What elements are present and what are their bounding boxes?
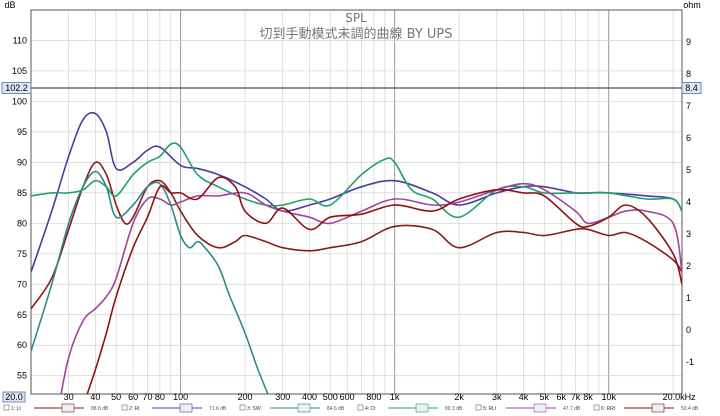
x-tick-label: 3k (492, 392, 502, 402)
cursor-left-value: 102.2 (5, 83, 28, 93)
x-tick-label: 60 (128, 392, 138, 402)
y-tick-label: 100 (12, 96, 27, 106)
legend-checkbox (239, 404, 246, 411)
legend-item: 1: Lt 88.8 dB (3, 403, 109, 413)
legend-name: 4: Ct (365, 406, 376, 412)
cursor-right-value: 8.4 (685, 83, 698, 93)
x-tick-label: 6k (556, 392, 566, 402)
x-tick-label: 300 (275, 392, 290, 402)
legend-item: 2: Rt 71.6 dB (121, 403, 227, 413)
x-start-readout: 20.0 (2, 391, 26, 403)
cursor-left-readout: 102.2 (1, 82, 32, 94)
y2-tick-label: 1 (686, 293, 691, 303)
chart-title: SPL (345, 11, 367, 25)
y-tick-label: 75 (17, 249, 27, 259)
series-line-4 (31, 142, 682, 219)
y2-axis-ticks: -1 0 1 2 3 4 5 6 7 8 9 (686, 37, 694, 367)
x-tick-label: 20.0kHz (663, 392, 697, 402)
y2-tick-label: 3 (686, 229, 691, 239)
legend-marker (297, 403, 311, 413)
y2-tick-label: 2 (686, 261, 691, 271)
legend-checkbox (3, 404, 10, 411)
y2-tick-label: 6 (686, 133, 691, 143)
cursor-right-readout: 8.4 (681, 82, 702, 94)
legend-value: 71.6 dB (209, 406, 227, 412)
legend-checkbox (121, 404, 128, 411)
legend-checkbox (357, 404, 364, 411)
y2-tick-label: 5 (686, 165, 691, 175)
x-tick-label: 800 (366, 392, 381, 402)
x-tick-label: 100 (173, 392, 188, 402)
chart-subtitle: 切到手動模式未調的曲線 BY UPS (259, 26, 452, 42)
y2-tick-label: 0 (686, 325, 691, 335)
legend-marker (651, 403, 665, 413)
x-tick-label: 30 (64, 392, 74, 402)
legend-value: 47.7 dB (563, 406, 581, 412)
series-line-6 (86, 176, 682, 394)
x-tick-label: 70 (142, 392, 152, 402)
legend-item: 6: RRt 50.4 dB (593, 403, 699, 413)
x-tick-label: 500 (323, 392, 338, 402)
x-tick-label: 8k (583, 392, 593, 402)
legend-item: 4: Ct 89.3 dB (357, 403, 463, 413)
x-tick-label: 200 (238, 392, 253, 402)
y-tick-label: 65 (17, 310, 27, 320)
y-tick-label: 55 (17, 371, 27, 381)
legend: 1: Lt 88.8 dB 2: Rt 71.6 dB 3: SW 84.6 dB 4: C… (3, 403, 699, 413)
x-tick-label: 2k (454, 392, 464, 402)
legend-name: 6: RRt (601, 406, 616, 412)
legend-checkbox (593, 404, 600, 411)
y-tick-label: 105 (12, 66, 27, 76)
series-line-5 (60, 182, 682, 394)
legend-value: 84.6 dB (327, 406, 345, 412)
legend-marker (533, 403, 547, 413)
x-tick-label: 7k (571, 392, 581, 402)
x-tick-label: 40 (90, 392, 100, 402)
legend-item: 3: SW 84.6 dB (239, 403, 345, 413)
x-tick-label: 10k (601, 392, 616, 402)
y-tick-label: 85 (17, 188, 27, 198)
legend-value: 88.8 dB (91, 406, 109, 412)
y2-tick-label: 8 (686, 69, 691, 79)
y2-tick-label: 7 (686, 101, 691, 111)
legend-value: 89.3 dB (445, 406, 463, 412)
y-tick-label: 90 (17, 157, 27, 167)
x-start-value: 20.0 (5, 392, 23, 402)
x-tick-label: 5k (540, 392, 550, 402)
x-tick-label: 50 (111, 392, 121, 402)
y2-axis-label: ohm (683, 0, 701, 10)
x-tick-label: 400 (302, 392, 317, 402)
legend-name: 1: Lt (11, 406, 21, 412)
y-tick-label: 110 (13, 35, 27, 45)
legend-name: 5: RLt (483, 406, 497, 412)
legend-marker (179, 403, 193, 413)
x-tick-label: 1k (390, 392, 400, 402)
y-tick-label: 60 (17, 340, 27, 350)
plot-frame (30, 9, 683, 395)
y-tick-label: 80 (17, 218, 27, 228)
grid (31, 10, 682, 394)
legend-value: 50.4 dB (681, 406, 699, 412)
y-axis-ticks: 55 60 65 70 75 80 85 90 95 100 105 110 (12, 35, 27, 380)
legend-name: 2: Rt (129, 406, 140, 412)
x-tick-label: 4k (519, 392, 529, 402)
series-layer (31, 111, 682, 394)
y-tick-label: 95 (17, 127, 27, 137)
legend-marker (415, 403, 429, 413)
x-axis-ticks: 30 40 50 60 70 80 100 200 300 400 500 600 800 1k 2k 3k 4… (64, 392, 696, 402)
y-tick-label: 70 (17, 279, 27, 289)
y2-tick-label: 4 (686, 197, 691, 207)
y2-tick-label: 9 (686, 37, 691, 47)
legend-marker (61, 403, 75, 413)
legend-item: 5: RLt 47.7 dB (475, 403, 581, 413)
x-tick-label: 600 (340, 392, 355, 402)
legend-name: 3: SW (247, 406, 261, 412)
series-line-3 (31, 170, 269, 394)
x-tick-label: 80 (155, 392, 165, 402)
y2-tick-label: -1 (686, 357, 694, 367)
legend-checkbox (475, 404, 482, 411)
y-axis-label: dB (4, 0, 15, 10)
